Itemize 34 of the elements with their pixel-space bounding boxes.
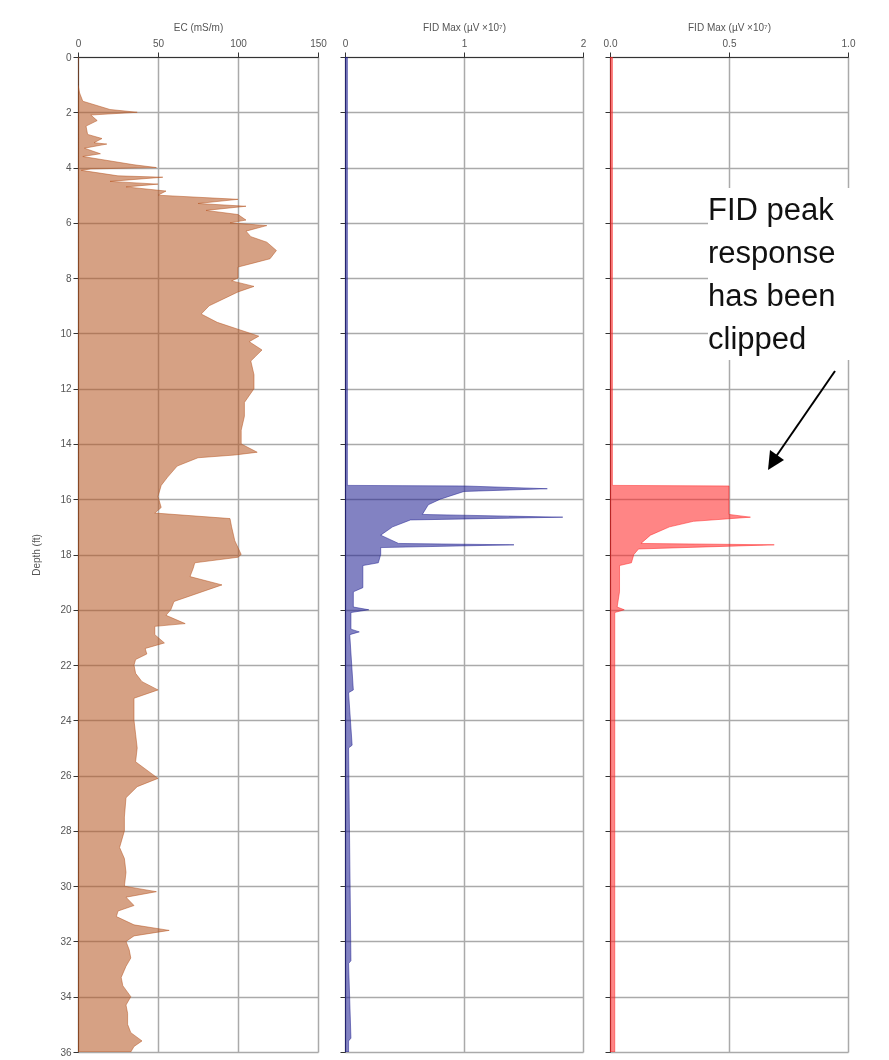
y-tick-label: 20 [60, 604, 72, 616]
x-tick-label: 100 [230, 37, 248, 49]
x-tick-label: 1 [461, 37, 468, 49]
annotation: FID peak response has been clipped [708, 188, 868, 360]
x-tick-label: 150 [310, 37, 328, 49]
y-tick-label: 8 [65, 272, 72, 284]
y-tick-label: 28 [60, 825, 72, 837]
y-axis-title: Depth (ft) [31, 534, 43, 576]
y-tick-label: 12 [60, 383, 72, 395]
y-tick-label: 34 [60, 991, 72, 1003]
x-tick-label: 2 [580, 37, 587, 49]
x-tick-label: 0.0 [603, 37, 618, 49]
x-tick-label: 50 [152, 37, 165, 49]
y-tick-label: 2 [65, 106, 72, 118]
y-tick-label: 14 [60, 438, 72, 450]
y-tick-label: 30 [60, 880, 72, 892]
y-tick-label: 26 [60, 770, 72, 782]
x-tick-label: 0.5 [722, 37, 737, 49]
y-tick-label: 22 [60, 659, 72, 671]
y-tick-label: 36 [60, 1046, 72, 1058]
y-tick-label: 10 [60, 327, 72, 339]
x-tick-label: 0 [342, 37, 349, 49]
y-tick-label: 6 [65, 217, 72, 229]
x-axis-title: FID Max (µV ×10⁷) [422, 21, 507, 33]
y-tick-label: 18 [60, 549, 72, 560]
x-tick-label: 1.0 [841, 37, 856, 49]
y-tick-label: 32 [60, 935, 72, 947]
y-tick-label: 16 [60, 493, 72, 505]
x-axis-title: FID Max (µV ×10⁷) [687, 21, 772, 33]
x-tick-label: 0 [75, 37, 82, 49]
y-tick-label: 24 [60, 714, 72, 726]
y-tick-label: 0 [65, 51, 72, 63]
x-axis-title: EC (mS/m) [173, 21, 224, 33]
y-tick-label: 4 [65, 162, 72, 174]
